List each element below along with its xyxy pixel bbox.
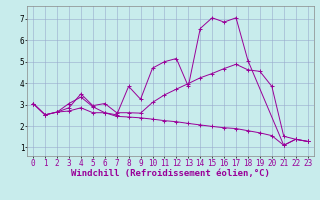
X-axis label: Windchill (Refroidissement éolien,°C): Windchill (Refroidissement éolien,°C) [71,169,270,178]
